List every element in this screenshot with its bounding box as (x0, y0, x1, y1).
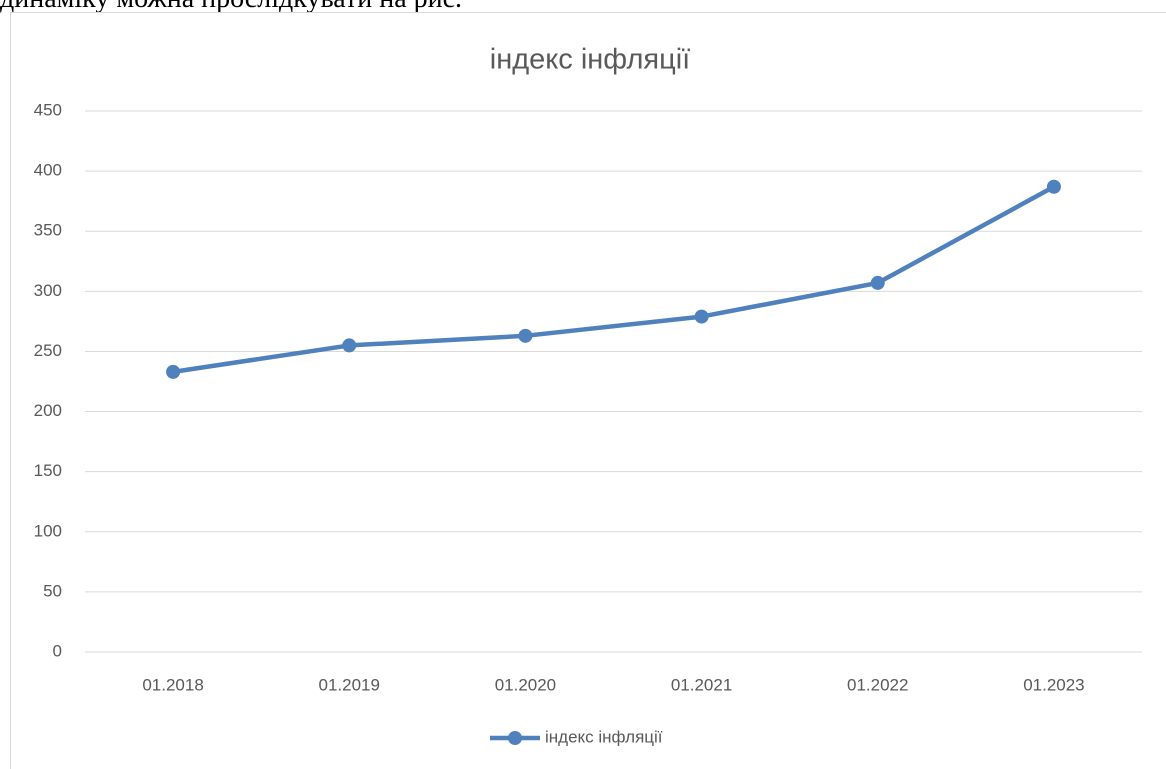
data-point (870, 275, 885, 290)
data-point (342, 338, 357, 353)
data-point (518, 328, 533, 343)
document-text: динаміку можна прослідкувати на рис. (0, 0, 462, 15)
x-tick-label: 01.2018 (142, 675, 203, 694)
y-tick-label: 50 (43, 581, 62, 600)
x-tick-label: 01.2020 (495, 675, 556, 694)
data-point (166, 364, 181, 379)
y-tick-label: 400 (34, 161, 62, 180)
x-tick-label: 01.2021 (671, 675, 732, 694)
y-tick-label: 450 (34, 100, 62, 119)
y-tick-label: 200 (34, 401, 62, 420)
data-point (1046, 179, 1061, 194)
data-point (694, 309, 709, 324)
y-tick-label: 250 (34, 341, 62, 360)
legend-label: індекс інфляції (545, 727, 663, 746)
chart-frame (10, 12, 1166, 769)
y-tick-label: 0 (53, 641, 62, 660)
chart-title: індекс інфляції (490, 44, 691, 76)
legend-marker (508, 731, 522, 745)
x-tick-label: 01.2023 (1023, 675, 1084, 694)
y-tick-label: 150 (34, 461, 62, 480)
y-tick-label: 300 (34, 281, 62, 300)
x-tick-label: 01.2022 (847, 675, 908, 694)
y-tick-label: 350 (34, 221, 62, 240)
y-tick-label: 100 (34, 521, 62, 540)
data-line (172, 184, 1055, 375)
x-tick-label: 01.2019 (319, 675, 380, 694)
